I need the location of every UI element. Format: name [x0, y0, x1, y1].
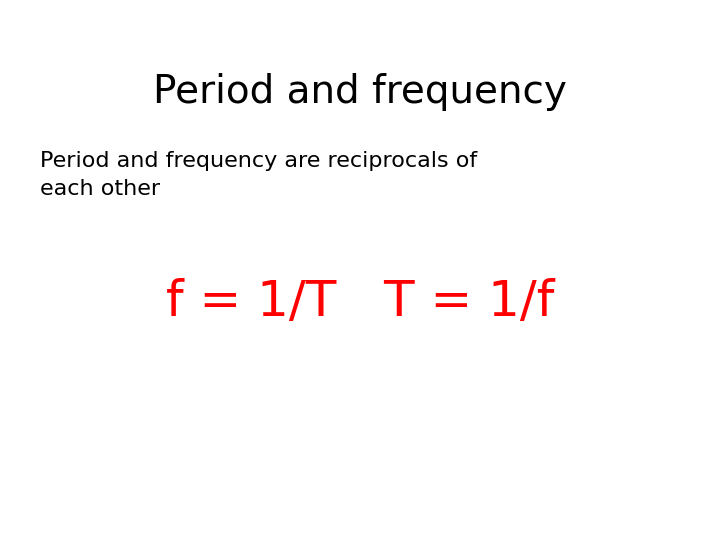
- Text: f = 1/T   T = 1/f: f = 1/T T = 1/f: [166, 279, 554, 326]
- Text: Period and frequency: Period and frequency: [153, 73, 567, 111]
- Text: Period and frequency are reciprocals of
each other: Period and frequency are reciprocals of …: [40, 151, 477, 199]
